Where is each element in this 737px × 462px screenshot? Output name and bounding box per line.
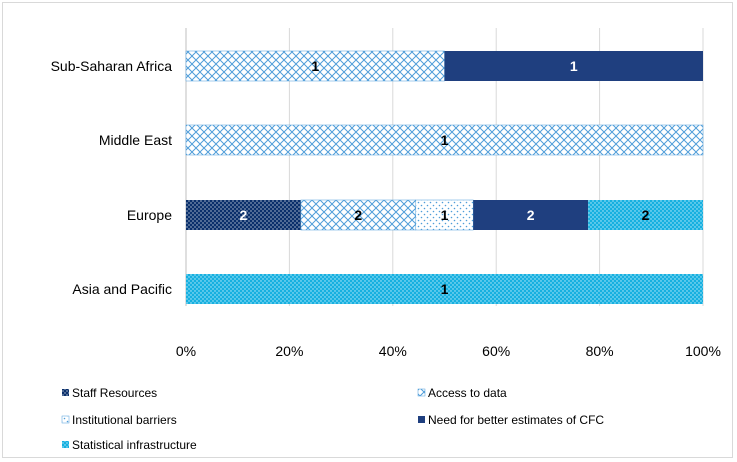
data-label: 2: [642, 207, 650, 223]
legend-item: Statistical infrastructure: [62, 438, 197, 452]
data-label: 1: [311, 58, 319, 74]
legend-item: Institutional barriers: [61, 413, 177, 427]
bar-segment: [300, 199, 417, 231]
x-tick-label: 60%: [482, 343, 510, 359]
legend-swatch: [417, 388, 426, 397]
legend-swatch: [62, 389, 69, 396]
category-label: Sub-Saharan Africa: [51, 58, 173, 74]
bars: 1 1 1 2 2 1 2 2 1: [185, 50, 704, 304]
category-labels: Sub-Saharan Africa Middle East Europe Asia …: [51, 58, 173, 297]
x-tick-label: 20%: [275, 343, 303, 359]
bar-segment: [444, 51, 703, 81]
legend-swatch: [418, 416, 425, 423]
x-tick-label: 80%: [586, 343, 614, 359]
legend-label: Statistical infrastructure: [72, 438, 197, 452]
legend-swatch: [61, 415, 70, 424]
data-label: 1: [441, 281, 449, 297]
data-label: 2: [527, 207, 535, 223]
x-tick-label: 40%: [379, 343, 407, 359]
bar-segment: [185, 50, 445, 82]
x-tick-label: 0%: [176, 343, 196, 359]
category-label: Middle East: [99, 132, 172, 148]
x-axis-ticks: 0% 20% 40% 60% 80% 100%: [176, 343, 721, 359]
bar-segment: [186, 200, 301, 230]
legend-label: Access to data: [428, 386, 507, 400]
legend-label: Need for better estimates of CFC: [428, 413, 604, 427]
bar-segment: [185, 124, 704, 156]
legend-swatch: [62, 441, 69, 448]
legend-label: Staff Resources: [72, 386, 157, 400]
legend-item: Need for better estimates of CFC: [418, 413, 604, 427]
data-label: 1: [570, 58, 578, 74]
data-label: 2: [240, 207, 248, 223]
legend: Staff Resources Access to data Institution…: [61, 386, 604, 452]
category-label: Asia and Pacific: [72, 281, 172, 297]
legend-label: Institutional barriers: [72, 413, 177, 427]
legend-item: Access to data: [417, 386, 507, 400]
data-label: 1: [441, 132, 449, 148]
bar-segment: [473, 200, 589, 230]
bar-segment: [186, 274, 703, 304]
bar-segment: [588, 200, 703, 230]
bar-segment: [415, 199, 474, 231]
legend-item: Staff Resources: [62, 386, 157, 400]
category-label: Europe: [127, 207, 172, 223]
data-label: 1: [441, 207, 449, 223]
x-tick-label: 100%: [685, 343, 721, 359]
data-label: 2: [354, 207, 362, 223]
